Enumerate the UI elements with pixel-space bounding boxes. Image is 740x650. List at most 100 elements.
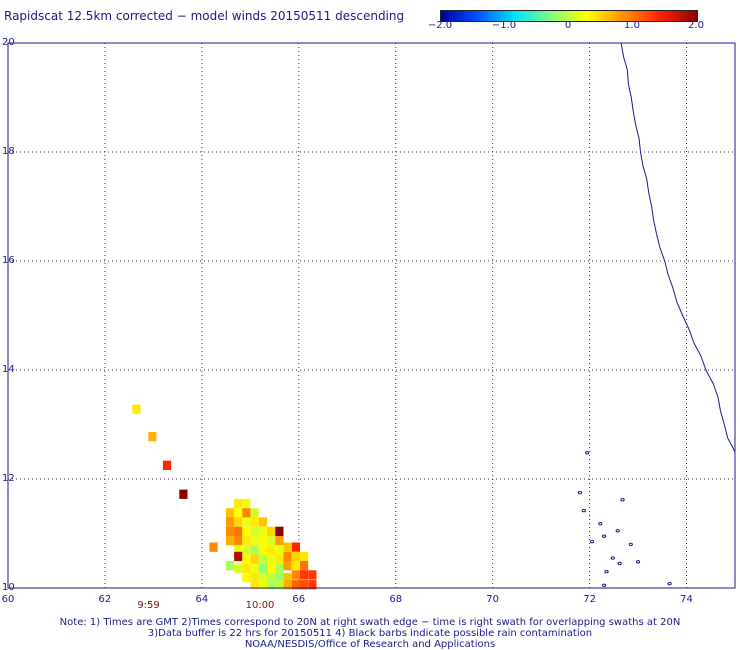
colorbar-tick-label: 2.0 <box>688 20 704 31</box>
wind-cell <box>291 561 300 571</box>
wind-cell <box>291 542 300 552</box>
coastline-india <box>620 42 736 452</box>
colorbar-tick-label: −1.0 <box>491 20 517 31</box>
wind-cell <box>267 580 276 590</box>
wind-cell <box>300 570 309 580</box>
swath-time-label: 10:00 <box>245 600 275 611</box>
wind-cell <box>300 551 309 562</box>
wind-cell <box>258 563 267 573</box>
wind-cell <box>242 517 251 527</box>
wind-cell <box>267 545 276 555</box>
wind-cell <box>283 580 292 590</box>
wind-cell <box>267 573 276 583</box>
island-outline <box>604 569 609 574</box>
wind-cell <box>234 526 243 536</box>
colorbar <box>440 10 698 22</box>
wind-cell <box>283 551 292 562</box>
wind-cell <box>267 526 276 536</box>
island-outline <box>615 529 620 533</box>
wind-cell <box>283 573 292 583</box>
wind-cell <box>250 563 259 573</box>
longitude-label: 70 <box>486 594 500 605</box>
map-frame <box>7 42 736 589</box>
wind-cell <box>234 517 243 527</box>
wind-cell <box>258 536 267 546</box>
island-outline <box>628 542 633 547</box>
wind-cells <box>132 404 317 590</box>
wind-cell <box>275 526 284 536</box>
wind-cell <box>258 573 267 583</box>
island-outline <box>620 498 625 502</box>
wind-cell <box>132 404 141 414</box>
island-outline <box>602 583 607 587</box>
wind-cell <box>242 573 251 583</box>
wind-cell <box>275 563 284 573</box>
wind-cell <box>250 580 259 590</box>
longitude-label: 72 <box>583 594 596 605</box>
wind-cell <box>275 580 284 590</box>
wind-cell <box>283 542 292 552</box>
colorbar-tick-label: −2.0 <box>427 20 453 31</box>
wind-cell <box>250 517 259 527</box>
latitude-label: 14 <box>2 364 15 375</box>
wind-cell <box>291 551 300 562</box>
wind-cell <box>162 460 172 470</box>
wind-cell <box>258 545 267 555</box>
latitude-label: 12 <box>2 473 15 484</box>
wind-cell <box>225 508 235 518</box>
longitude-label: 60 <box>1 594 15 605</box>
wind-cell <box>242 498 251 509</box>
wind-cell <box>291 570 300 580</box>
wind-cell <box>308 580 317 590</box>
island-outline <box>635 560 641 564</box>
island-outline <box>585 451 590 455</box>
note-line-2: 3)Data buffer is 22 hrs for 20150511 4) … <box>147 628 593 639</box>
wind-cell <box>250 545 259 555</box>
latitude-label: 20 <box>2 37 15 48</box>
wind-cell <box>275 573 284 583</box>
longitude-label: 74 <box>680 594 693 605</box>
island-outline <box>602 534 607 538</box>
wind-cell <box>209 542 218 552</box>
wind-cell <box>242 545 251 555</box>
wind-cell <box>267 563 276 573</box>
wind-cell <box>275 545 284 555</box>
wind-cell <box>250 526 259 536</box>
island-outline <box>610 556 615 560</box>
wind-cell <box>242 554 251 564</box>
wind-cell <box>242 526 251 536</box>
wind-cell <box>275 554 284 564</box>
wind-cell <box>300 561 309 571</box>
latitude-label: 16 <box>2 255 15 266</box>
swath-time-label: 9:59 <box>137 600 160 611</box>
coastline <box>577 42 736 587</box>
wind-cell <box>242 563 251 573</box>
island-outline <box>589 539 595 544</box>
wind-cell <box>258 554 267 564</box>
wind-cell <box>234 536 243 546</box>
wind-cell <box>250 573 259 583</box>
wind-cell <box>258 526 267 536</box>
wind-cell <box>250 508 259 518</box>
wind-cell <box>179 489 188 499</box>
wind-cell <box>234 508 243 518</box>
wind-cell <box>242 536 251 546</box>
note-line-1: Note: 1) Times are GMT 2)Times correspon… <box>59 617 681 628</box>
wind-cell <box>148 431 157 442</box>
wind-cell <box>250 536 259 546</box>
wind-cell <box>291 580 300 590</box>
wind-cell <box>234 545 243 555</box>
colorbar-tick-label: 0 <box>564 20 572 31</box>
longitude-label: 68 <box>389 594 403 605</box>
island-outline <box>617 561 622 566</box>
wind-cell <box>308 570 317 580</box>
island-outline <box>581 508 586 513</box>
wind-cell <box>225 536 235 546</box>
latitude-label: 18 <box>2 146 15 157</box>
note-line-3: NOAA/NESDIS/Office of Research and Appli… <box>244 639 496 650</box>
wind-cell <box>258 517 267 527</box>
longitude-label: 64 <box>195 594 209 605</box>
wind-cell <box>250 554 259 564</box>
wind-cell <box>242 508 251 518</box>
